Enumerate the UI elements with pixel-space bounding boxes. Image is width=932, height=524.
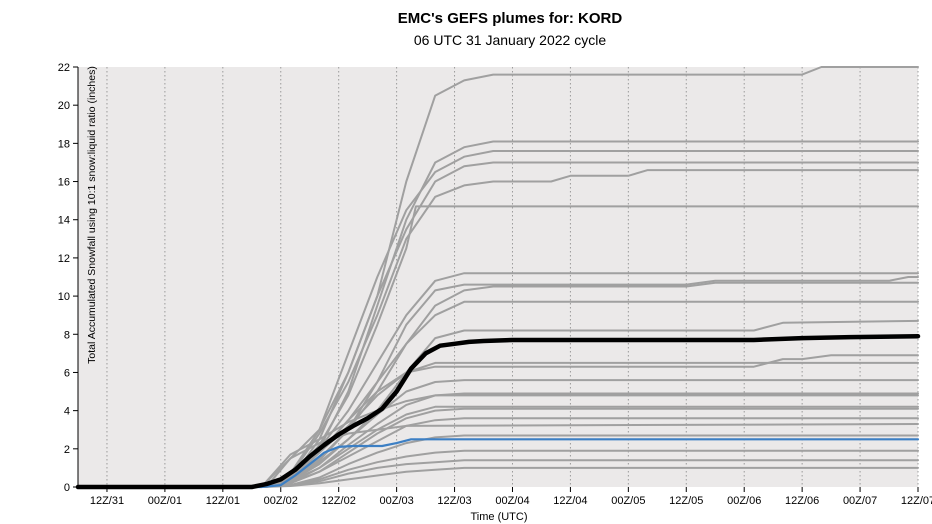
x-tick-label: 12Z/06 xyxy=(785,495,819,507)
x-axis-label: Time (UTC) xyxy=(470,511,527,523)
y-tick-label: 22 xyxy=(58,62,70,74)
x-tick-label: 12Z/04 xyxy=(553,495,587,507)
y-tick-label: 12 xyxy=(58,253,70,265)
y-tick-label: 4 xyxy=(64,406,70,418)
y-tick-label: 0 xyxy=(64,482,70,494)
y-tick-label: 6 xyxy=(64,367,70,379)
control-series xyxy=(76,438,920,489)
chart-title: EMC's GEFS plumes for: KORD xyxy=(398,10,623,27)
x-tick-label: 00Z/06 xyxy=(727,495,761,507)
ensemble-mean-line xyxy=(75,333,921,490)
x-tick-label: 00Z/03 xyxy=(379,495,413,507)
y-tick-label: 8 xyxy=(64,329,70,341)
x-tick-label: 00Z/07 xyxy=(843,495,877,507)
x-tick-label: 12Z/01 xyxy=(206,495,240,507)
x-tick-label: 12Z/05 xyxy=(669,495,703,507)
y-axis: 0 2 4 6 8 10 12 14 16 18 20 22 xyxy=(58,62,78,494)
x-tick-label: 12Z/07 xyxy=(901,495,932,507)
y-tick-label: 18 xyxy=(58,138,70,150)
member-series-0 xyxy=(77,66,919,488)
x-tick-label: 00Z/04 xyxy=(495,495,529,507)
member-series-4 xyxy=(77,169,919,488)
x-tick-label: 12Z/03 xyxy=(437,495,471,507)
ensemble-mean-series xyxy=(75,333,921,490)
plot-area xyxy=(78,67,918,487)
y-tick-label: 20 xyxy=(58,100,70,112)
y-tick-label: 16 xyxy=(58,177,70,189)
x-tick-label: 00Z/02 xyxy=(264,495,298,507)
y-tick-label: 2 xyxy=(64,444,70,456)
x-tick-label: 00Z/05 xyxy=(611,495,645,507)
x-tick-label: 12Z/02 xyxy=(322,495,356,507)
chart-subtitle: 06 UTC 31 January 2022 cycle xyxy=(414,32,606,48)
y-axis-label: Total Accumulated Snowfall using 10:1 sn… xyxy=(86,66,98,364)
x-tick-label: 00Z/01 xyxy=(148,495,182,507)
x-axis: 12Z/31 00Z/01 12Z/01 00Z/02 12Z/02 00Z/03 12Z/… xyxy=(90,487,932,507)
control-run-line xyxy=(76,438,920,489)
x-tick-label: 12Z/31 xyxy=(90,495,124,507)
y-tick-label: 14 xyxy=(58,215,70,227)
ensemble-member-lines xyxy=(77,66,919,488)
y-tick-label: 10 xyxy=(58,291,70,303)
